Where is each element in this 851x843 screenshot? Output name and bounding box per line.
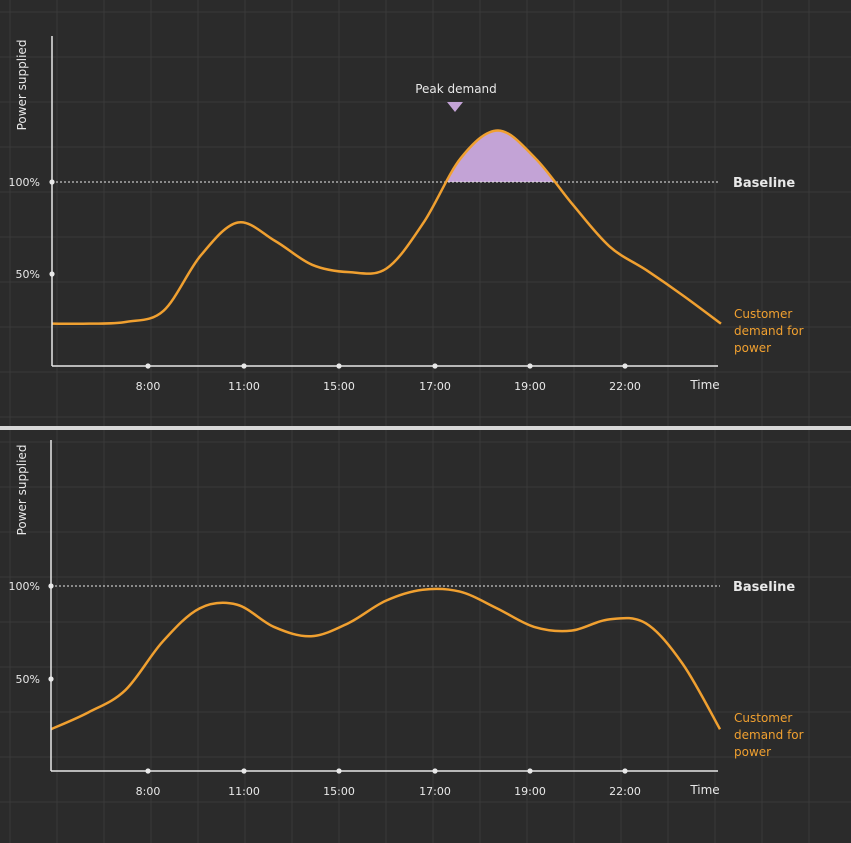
demand-curve xyxy=(51,129,722,326)
x-tick-label: 11:00 xyxy=(228,785,260,798)
x-tick-dot xyxy=(527,768,533,774)
y-tick-dot xyxy=(48,676,54,682)
x-tick-dot xyxy=(336,768,342,774)
x-tick-label: 15:00 xyxy=(323,380,355,393)
y-tick-dot xyxy=(48,583,54,589)
x-tick-dot xyxy=(432,363,438,369)
y-tick-label: 50% xyxy=(16,268,40,281)
x-tick-dot xyxy=(241,363,247,369)
chart-panel-top: 8:00 11:00 15:00 17:00 19:00 22:00 100% 50% Po… xyxy=(0,0,851,426)
panel-divider xyxy=(0,426,851,430)
x-tick-label: 22:00 xyxy=(609,380,641,393)
x-tick-label: 17:00 xyxy=(419,785,451,798)
x-tick-dot xyxy=(527,363,533,369)
x-tick-dot xyxy=(145,768,151,774)
x-tick-label: 19:00 xyxy=(514,380,546,393)
y-axis-label: Power supplied xyxy=(15,40,29,131)
demand-curve xyxy=(50,587,722,731)
peak-demand-chart: 8:00 11:00 15:00 17:00 19:00 22:00 100% 50% Po… xyxy=(0,0,851,426)
x-tick-dot xyxy=(432,768,438,774)
x-tick-dot xyxy=(622,768,628,774)
series-label: Customer demand for power xyxy=(734,307,807,355)
baseline-label: Baseline xyxy=(733,580,795,595)
x-tick-label: 11:00 xyxy=(228,380,260,393)
flattened-demand-chart: 8:00 11:00 15:00 17:00 19:00 22:00 100% 50% Po… xyxy=(0,430,851,843)
x-tick-label: 8:00 xyxy=(136,380,161,393)
chart-panel-bottom: 8:00 11:00 15:00 17:00 19:00 22:00 100% 50% Po… xyxy=(0,430,851,843)
x-tick-dot xyxy=(241,768,247,774)
y-tick-label: 50% xyxy=(16,673,40,686)
y-tick-label: 100% xyxy=(9,176,40,189)
y-axis-label: Power supplied xyxy=(15,445,29,536)
series-label: Customer demand for power xyxy=(734,711,807,759)
x-axis-label: Time xyxy=(689,378,719,392)
x-tick-dot xyxy=(145,363,151,369)
x-tick-dot xyxy=(622,363,628,369)
x-tick-label: 8:00 xyxy=(136,785,161,798)
x-tick-label: 19:00 xyxy=(514,785,546,798)
x-tick-dot xyxy=(336,363,342,369)
peak-demand-annotation: Peak demand xyxy=(415,82,497,96)
x-tick-label: 22:00 xyxy=(609,785,641,798)
x-tick-label: 15:00 xyxy=(323,785,355,798)
x-tick-label: 17:00 xyxy=(419,380,451,393)
baseline-label: Baseline xyxy=(733,176,795,191)
y-tick-label: 100% xyxy=(9,580,40,593)
y-tick-dot xyxy=(49,179,55,185)
y-tick-dot xyxy=(49,271,55,277)
peak-marker-icon xyxy=(447,102,463,112)
x-axis-label: Time xyxy=(689,783,719,797)
